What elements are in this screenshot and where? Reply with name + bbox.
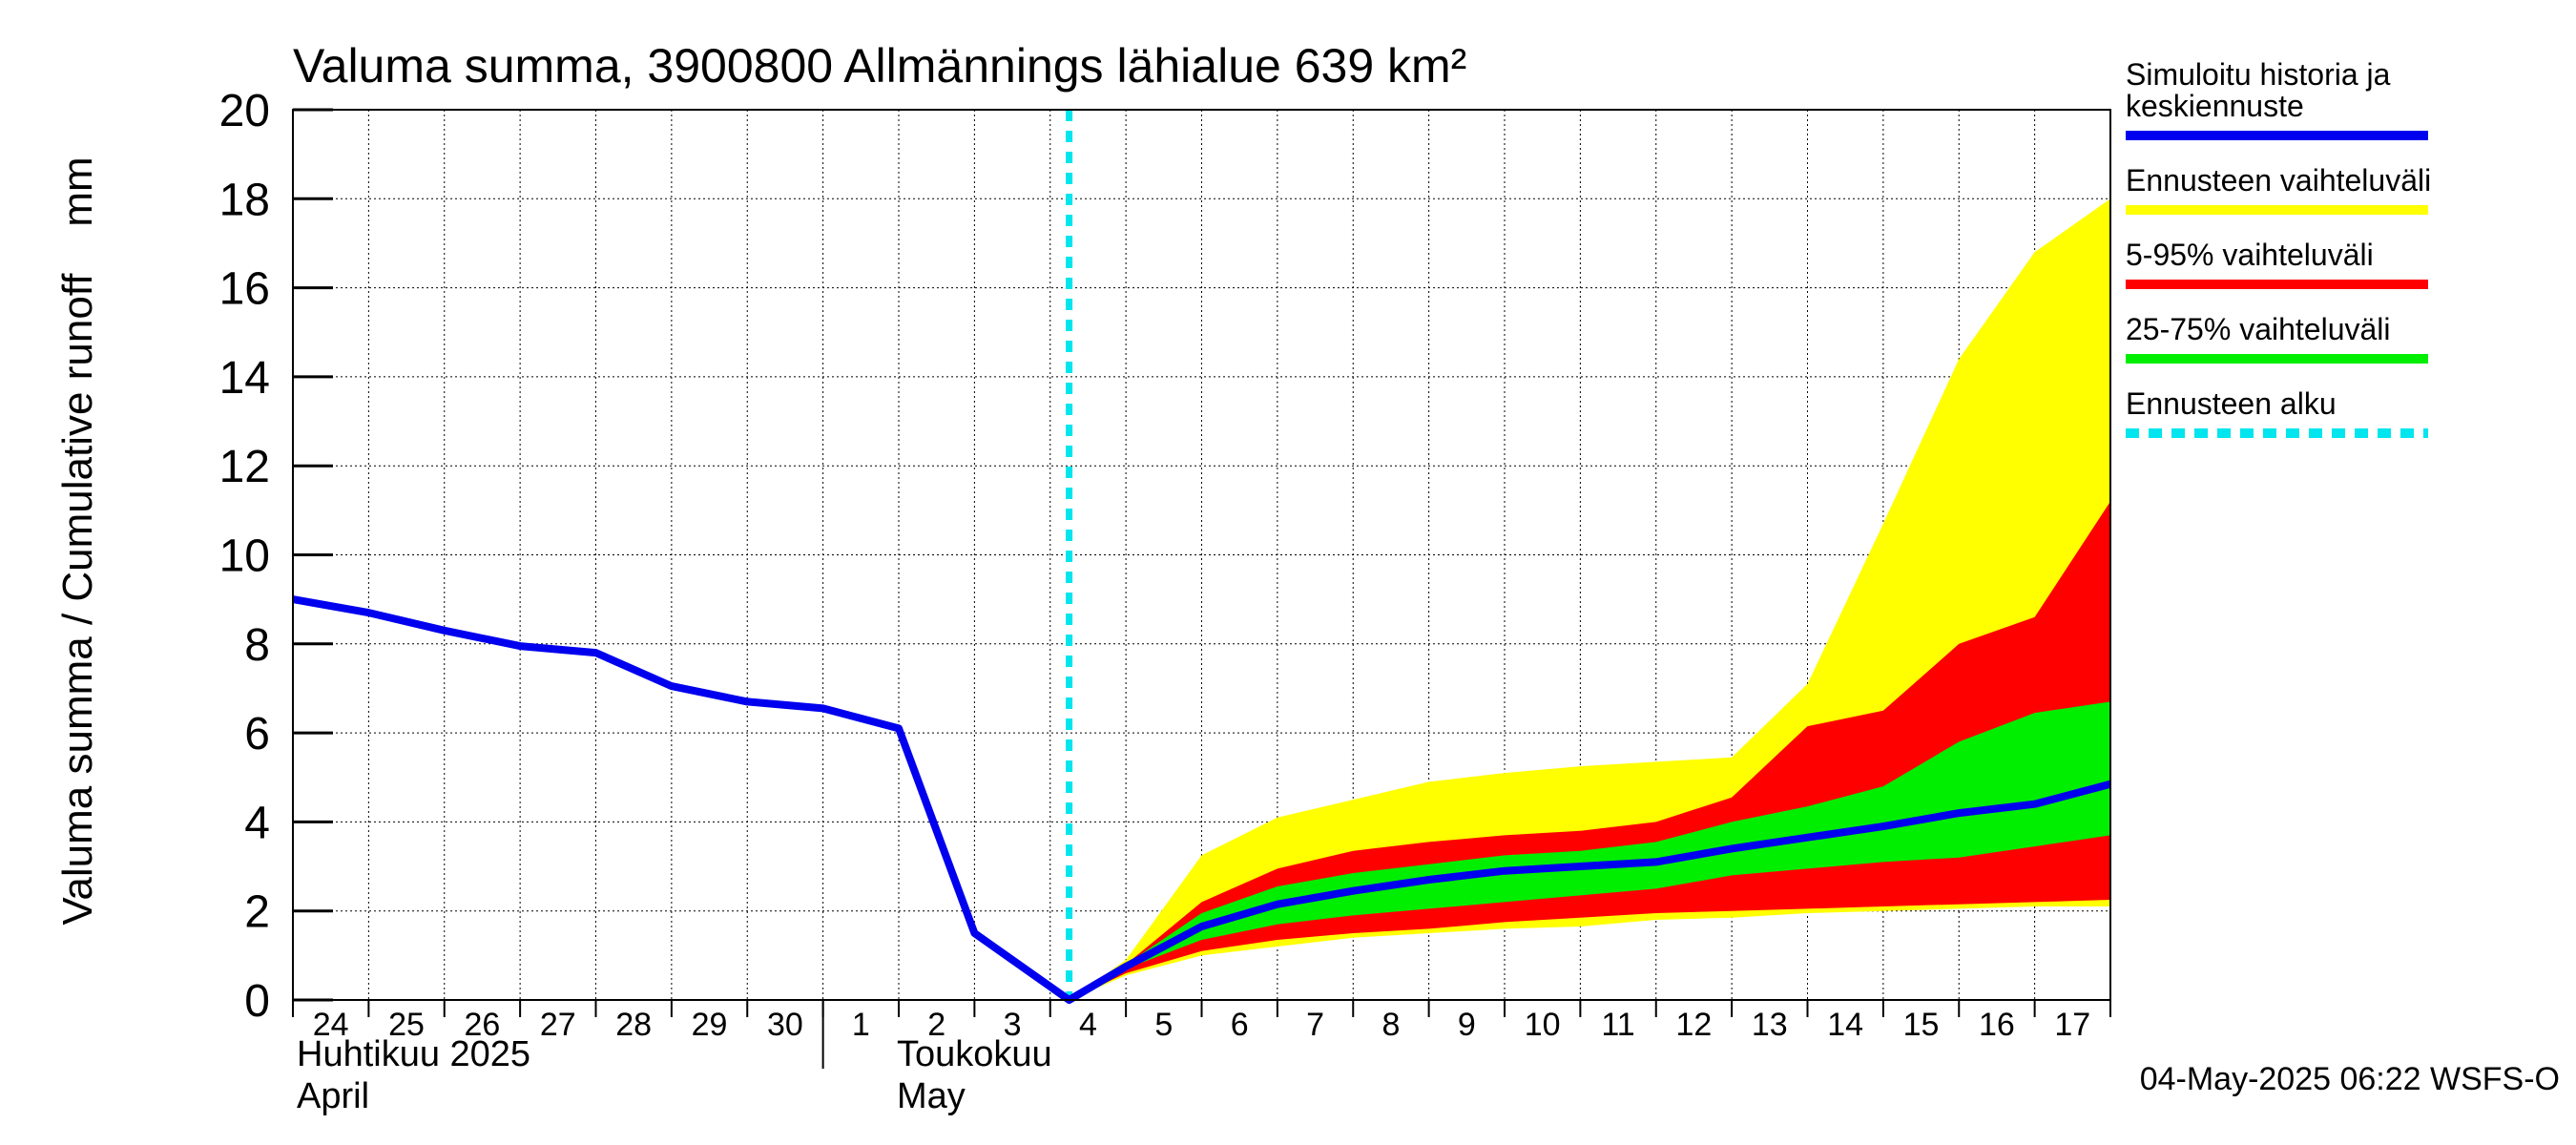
legend-label: Simuloitu historia ja keskiennuste: [2126, 57, 2391, 123]
x-tick-label: 12: [1676, 1007, 1713, 1043]
x-tick-label: 30: [767, 1007, 803, 1043]
x-tick-label: 15: [1903, 1007, 1940, 1043]
y-tick-label: 6: [244, 709, 270, 760]
x-tick-label: 4: [1079, 1007, 1097, 1043]
x-tick-label: 8: [1381, 1007, 1400, 1043]
x-tick-label: 17: [2054, 1007, 2090, 1043]
y-tick-label: 18: [219, 175, 270, 225]
x-tick-label: 25: [388, 1007, 425, 1043]
y-tick-label: 20: [219, 86, 270, 136]
x-tick-label: 26: [465, 1007, 501, 1043]
x-tick-label: 28: [615, 1007, 652, 1043]
y-tick-label: 8: [244, 620, 270, 671]
band-2: [1069, 501, 2110, 1000]
timestamp-footer: 04-May-2025 06:22 WSFS-O: [2140, 1061, 2560, 1097]
band-3: [1069, 701, 2110, 1000]
x-tick-label: 6: [1231, 1007, 1249, 1043]
x-tick-label: 14: [1827, 1007, 1863, 1043]
x-tick-label: 2: [927, 1007, 945, 1043]
legend-label: Ennusteen alku: [2126, 386, 2337, 421]
month-label: Toukokuu: [897, 1034, 1052, 1074]
x-tick-label: 1: [852, 1007, 870, 1043]
x-tick-label: 11: [1601, 1007, 1634, 1043]
x-tick-label: 7: [1306, 1007, 1324, 1043]
x-tick-label: 27: [540, 1007, 576, 1043]
month-label: Huhtikuu 2025: [297, 1034, 530, 1074]
x-tick-label: 29: [692, 1007, 728, 1043]
y-axis-label: Valuma summa / Cumulative runoff mm: [54, 156, 101, 925]
legend-label: 25-75% vaihteluväli: [2126, 312, 2391, 346]
y-tick-label: 0: [244, 976, 270, 1027]
y-tick-label: 14: [219, 353, 270, 404]
x-tick-label: 3: [1004, 1007, 1022, 1043]
x-tick-label: 16: [1979, 1007, 2015, 1043]
x-tick-label: 13: [1752, 1007, 1788, 1043]
legend-label: 5-95% vaihteluväli: [2126, 238, 2374, 272]
y-tick-label: 4: [244, 798, 270, 848]
y-tick-label: 2: [244, 887, 270, 938]
x-tick-label: 10: [1525, 1007, 1561, 1043]
x-tick-label: 5: [1154, 1007, 1173, 1043]
series-line-median: [292, 595, 2112, 1004]
x-tick-label: 24: [313, 1007, 349, 1043]
month-label-english: May: [897, 1076, 966, 1116]
x-tick-label: 9: [1458, 1007, 1476, 1043]
month-label-english: April: [297, 1076, 369, 1116]
y-tick-label: 12: [219, 442, 270, 492]
legend-label: Ennusteen vaihteluväli: [2126, 163, 2431, 198]
legend: Simuloitu historia ja keskiennuste Ennuste…: [2126, 57, 2431, 438]
y-tick-label: 10: [219, 531, 270, 582]
y-tick-label: 16: [219, 264, 270, 315]
chart-title: Valuma summa, 3900800 Allmännings lähial…: [293, 39, 1466, 93]
